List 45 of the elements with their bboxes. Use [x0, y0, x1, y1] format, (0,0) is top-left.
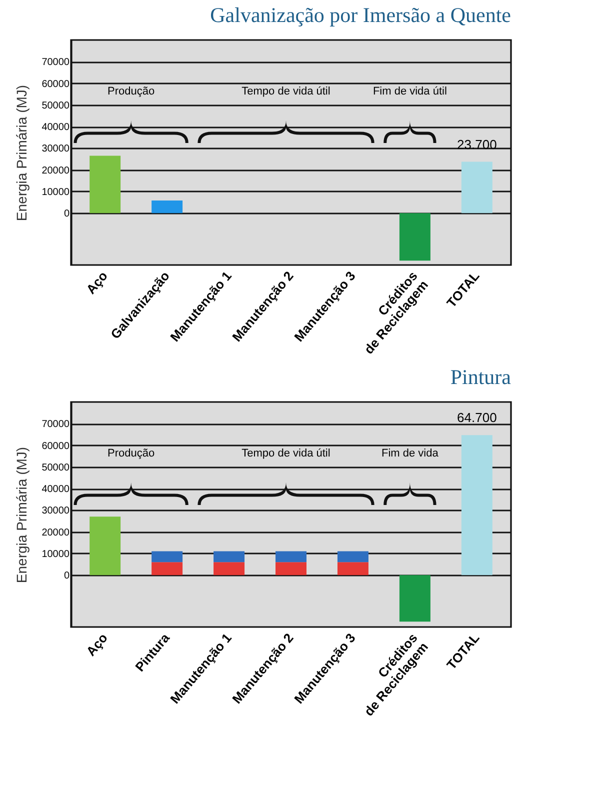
- bar: [461, 162, 492, 214]
- y-tick-label: 40000: [42, 484, 70, 496]
- y-tick-label: 30000: [42, 144, 70, 155]
- y-axis-title: Energia Primária (MJ): [14, 84, 30, 222]
- bar: [337, 562, 368, 576]
- annotation: Fim de vida útil: [372, 86, 447, 98]
- y-tick-label: 10000: [42, 186, 70, 198]
- y-tick-label: 60000: [42, 78, 70, 90]
- bar: [90, 156, 121, 214]
- bar: [276, 562, 306, 576]
- chart-title: Galvanização por Imersão a Quente: [210, 3, 511, 27]
- y-tick-label: 40000: [42, 122, 70, 134]
- annotation: Tempo de vida útil: [242, 86, 330, 98]
- x-tick-label: Aço: [83, 630, 110, 659]
- y-axis-title: Energia Primária (MJ): [14, 446, 30, 584]
- annotation: Produção: [108, 86, 155, 98]
- bar: [214, 562, 245, 576]
- bar: [461, 435, 492, 576]
- annotation: Produção: [108, 448, 155, 460]
- bar: [90, 516, 121, 576]
- bar: [399, 575, 430, 622]
- data-label: 64.700: [457, 410, 497, 426]
- data-label: 23.700: [457, 136, 497, 152]
- x-tick-label: Aço: [83, 268, 110, 297]
- bar: [276, 551, 306, 562]
- annotation: Tempo de vida útil: [242, 448, 330, 460]
- bar: [152, 200, 183, 214]
- y-tick-label: 30000: [42, 506, 70, 517]
- y-tick-label: 50000: [42, 462, 70, 474]
- chart-title: Pintura: [450, 365, 512, 389]
- y-tick-label: 70000: [42, 419, 70, 430]
- y-tick-label: 20000: [42, 165, 70, 176]
- bar: [337, 551, 368, 562]
- bar: [152, 562, 183, 576]
- bar: [214, 551, 245, 562]
- y-tick-label: 60000: [42, 440, 70, 452]
- y-tick-label: 0: [64, 570, 70, 582]
- y-tick-label: 50000: [42, 100, 70, 112]
- y-tick-label: 20000: [42, 527, 70, 538]
- bar: [399, 213, 430, 261]
- bar: [152, 551, 183, 562]
- y-tick-label: 10000: [42, 548, 70, 560]
- y-tick-label: 70000: [42, 57, 70, 68]
- y-tick-label: 0: [64, 208, 70, 220]
- annotation: Fim de vida: [382, 448, 440, 460]
